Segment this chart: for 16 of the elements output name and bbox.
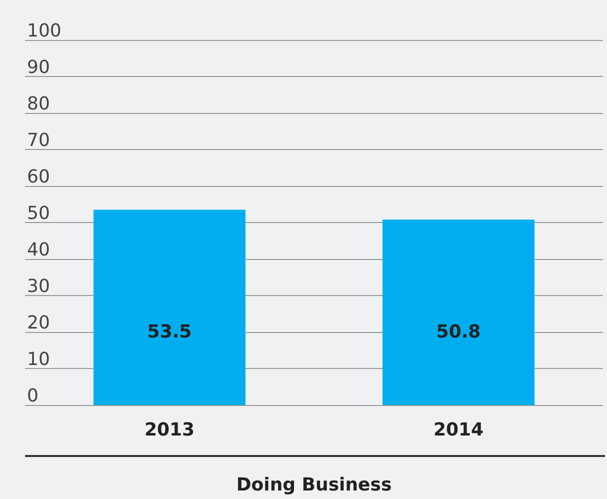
y-tick-label: 50 [27, 203, 50, 224]
y-tick-label: 30 [27, 276, 50, 297]
y-tick-label: 0 [27, 386, 38, 406]
y-tick-label: 70 [27, 130, 50, 151]
y-tick-label: 60 [27, 166, 50, 188]
y-tick-label: 100 [27, 20, 62, 42]
y-tick-label: 80 [27, 94, 50, 114]
y-tick-label: 10 [27, 349, 50, 370]
x-axis-title: Doing Business [236, 474, 392, 496]
y-tick-label: 40 [27, 240, 50, 260]
x-tick-label: 2013 [144, 420, 195, 440]
y-tick-label: 90 [27, 57, 50, 78]
data-label: 53.5 [147, 322, 192, 342]
y-tick-label: 20 [27, 312, 50, 334]
x-tick-label: 2014 [433, 420, 484, 440]
data-label: 50.8 [436, 322, 481, 342]
